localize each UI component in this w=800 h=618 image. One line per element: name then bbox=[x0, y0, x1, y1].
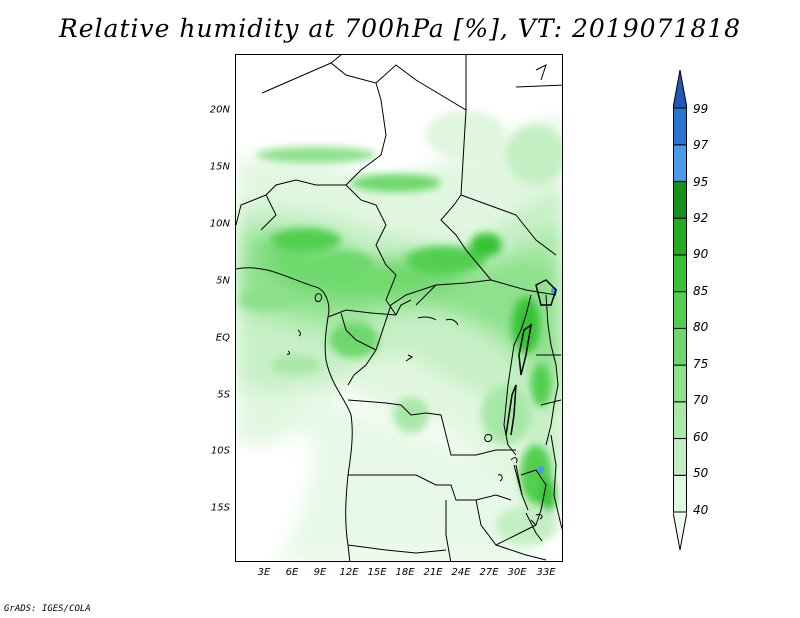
colorbar-segment bbox=[673, 217, 687, 256]
colorbar-segment bbox=[673, 291, 687, 329]
lat-label: 15N bbox=[209, 161, 230, 173]
colorbar-segment bbox=[673, 511, 687, 550]
colorbar-label: 50 bbox=[693, 466, 709, 480]
credit-footer: GrADS: IGES/COLA bbox=[4, 604, 91, 614]
colorbar-label: 99 bbox=[693, 102, 709, 116]
lon-label: 6E bbox=[285, 567, 299, 578]
colorbar-label: 97 bbox=[693, 138, 709, 152]
colorbar-label: 75 bbox=[693, 357, 709, 371]
colorbar-label: 95 bbox=[693, 175, 709, 189]
colorbar-segment bbox=[673, 474, 687, 513]
lat-label: 10S bbox=[210, 445, 230, 457]
colorbar-label: 80 bbox=[693, 320, 709, 334]
lat-label: 15S bbox=[210, 502, 230, 514]
colorbar-segment bbox=[673, 327, 687, 366]
lon-label: 9E bbox=[313, 567, 327, 578]
colorbar-segment bbox=[673, 70, 687, 109]
lon-label: 3E bbox=[257, 567, 271, 578]
colorbar-segment bbox=[673, 180, 687, 219]
lon-label: 30E bbox=[507, 567, 527, 578]
map-canvas bbox=[236, 55, 562, 561]
colorbar-label: 70 bbox=[693, 393, 709, 407]
colorbar-graphic bbox=[673, 70, 687, 550]
colorbar-segment bbox=[673, 364, 687, 403]
lon-label: 15E bbox=[367, 567, 387, 578]
colorbar-segment bbox=[673, 144, 687, 182]
lat-label: 5S bbox=[217, 389, 230, 401]
lon-label: 18E bbox=[395, 567, 415, 578]
colorbar-segment bbox=[673, 401, 687, 440]
colorbar-segment bbox=[673, 107, 687, 146]
map-title: Relative humidity at 700hPa [%], VT: 201… bbox=[58, 14, 742, 43]
lat-label: 5N bbox=[216, 275, 230, 287]
colorbar-segment bbox=[673, 254, 687, 293]
humidity-field bbox=[236, 110, 562, 561]
lon-label: 12E bbox=[339, 567, 359, 578]
colorbar bbox=[673, 70, 687, 550]
country-boundaries bbox=[236, 55, 562, 561]
lat-label: 10N bbox=[209, 218, 230, 230]
lat-label: 20N bbox=[209, 104, 230, 116]
colorbar-label: 60 bbox=[693, 430, 709, 444]
humidity-map bbox=[235, 54, 563, 562]
lon-label: 21E bbox=[423, 567, 443, 578]
lon-label: 24E bbox=[451, 567, 471, 578]
colorbar-segment bbox=[673, 438, 687, 476]
lon-label: 27E bbox=[479, 567, 499, 578]
lon-label: 33E bbox=[536, 567, 556, 578]
colorbar-label: 40 bbox=[693, 503, 709, 517]
colorbar-label: 90 bbox=[693, 247, 709, 261]
colorbar-label: 85 bbox=[693, 284, 709, 298]
colorbar-label: 92 bbox=[693, 211, 709, 225]
lat-label: EQ bbox=[215, 332, 230, 344]
